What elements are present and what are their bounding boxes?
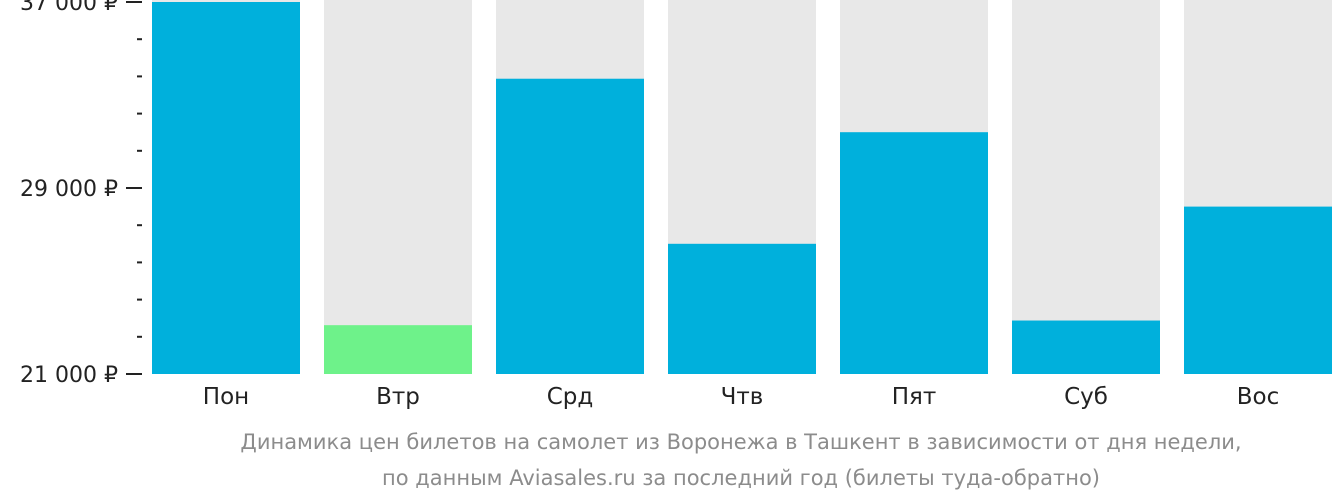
bar-4 [668,243,816,374]
y-tick-label-2: 29 000 ₽ [20,177,118,202]
x-tick-label-1: Пон [203,384,249,410]
bar-7 [1184,206,1332,374]
x-tick-label-7: Вос [1237,384,1280,410]
y-axis: 37 000 ₽ 29 000 ₽ 21 000 ₽ [20,0,142,388]
bar-3 [496,78,644,374]
x-tick-label-3: Срд [547,384,594,410]
bar-6 [1012,320,1160,374]
x-tick-label-2: Втр [376,384,420,410]
bars [152,2,1332,374]
caption-line-1: Динамика цен билетов на самолет из Ворон… [240,430,1242,454]
y-tick-label-3: 21 000 ₽ [20,363,118,388]
bar-1 [152,2,300,374]
x-tick-label-6: Суб [1064,384,1108,410]
x-tick-label-4: Чтв [721,384,764,410]
x-tick-label-5: Пят [892,384,937,410]
bar-track-6 [1012,0,1160,374]
caption-line-2: по данным Aviasales.ru за последний год … [382,466,1100,490]
bar-5 [840,132,988,374]
price-by-weekday-chart: 37 000 ₽ 29 000 ₽ 21 000 ₽ Пон Втр Срд Чтв Пят… [20,0,1332,410]
x-axis: Пон Втр Срд Чтв Пят Суб Вос [203,384,1279,410]
bar-track-2 [324,0,472,374]
y-tick-label-1: 37 000 ₽ [20,0,118,16]
bar-2 [324,325,472,374]
